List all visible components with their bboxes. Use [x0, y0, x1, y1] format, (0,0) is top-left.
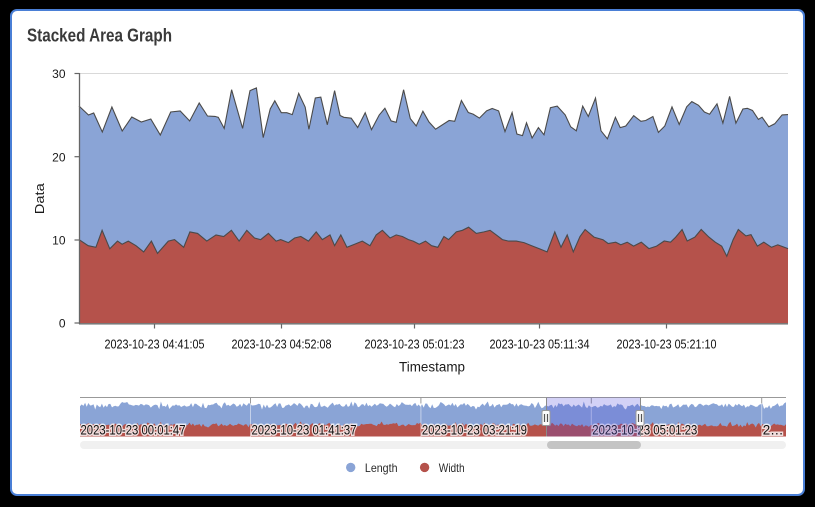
- svg-text:2023-10-23 05:11:34: 2023-10-23 05:11:34: [490, 337, 590, 352]
- svg-text:2023-10-23 01:41:37: 2023-10-23 01:41:37: [252, 422, 357, 437]
- svg-text:Stacked Area Graph: Stacked Area Graph: [27, 26, 172, 46]
- svg-text:2023-10-23 05:01:23: 2023-10-23 05:01:23: [365, 337, 465, 352]
- svg-text:2023-10-23 03:21:19: 2023-10-23 03:21:19: [422, 422, 527, 437]
- svg-text:2…: 2…: [763, 422, 784, 437]
- svg-text:2023-10-23 04:52:08: 2023-10-23 04:52:08: [232, 337, 332, 352]
- svg-text:2023-10-23 01:41:37: 2023-10-23 01:41:37: [252, 422, 357, 437]
- svg-text:Timestamp: Timestamp: [399, 360, 465, 375]
- svg-text:2023-10-23 04:41:05: 2023-10-23 04:41:05: [105, 337, 205, 352]
- svg-text:Width: Width: [439, 461, 465, 475]
- svg-text:2023-10-23 00:01:47: 2023-10-23 00:01:47: [81, 422, 186, 437]
- svg-text:2023-10-23 05:21:10: 2023-10-23 05:21:10: [617, 337, 717, 352]
- svg-text:2023-10-23 03:21:19: 2023-10-23 03:21:19: [422, 422, 527, 437]
- svg-text:20: 20: [52, 150, 66, 164]
- svg-text:2…: 2…: [763, 422, 784, 437]
- svg-text:Data: Data: [32, 182, 47, 214]
- svg-text:2023-10-23 05:01:23: 2023-10-23 05:01:23: [592, 422, 697, 437]
- svg-text:30: 30: [52, 67, 66, 81]
- svg-text:2023-10-23 05:01:23: 2023-10-23 05:01:23: [592, 422, 697, 437]
- svg-text:Length: Length: [365, 461, 398, 475]
- svg-text:2023-10-23 00:01:47: 2023-10-23 00:01:47: [81, 422, 186, 437]
- svg-text:0: 0: [59, 317, 66, 331]
- svg-text:10: 10: [52, 234, 66, 248]
